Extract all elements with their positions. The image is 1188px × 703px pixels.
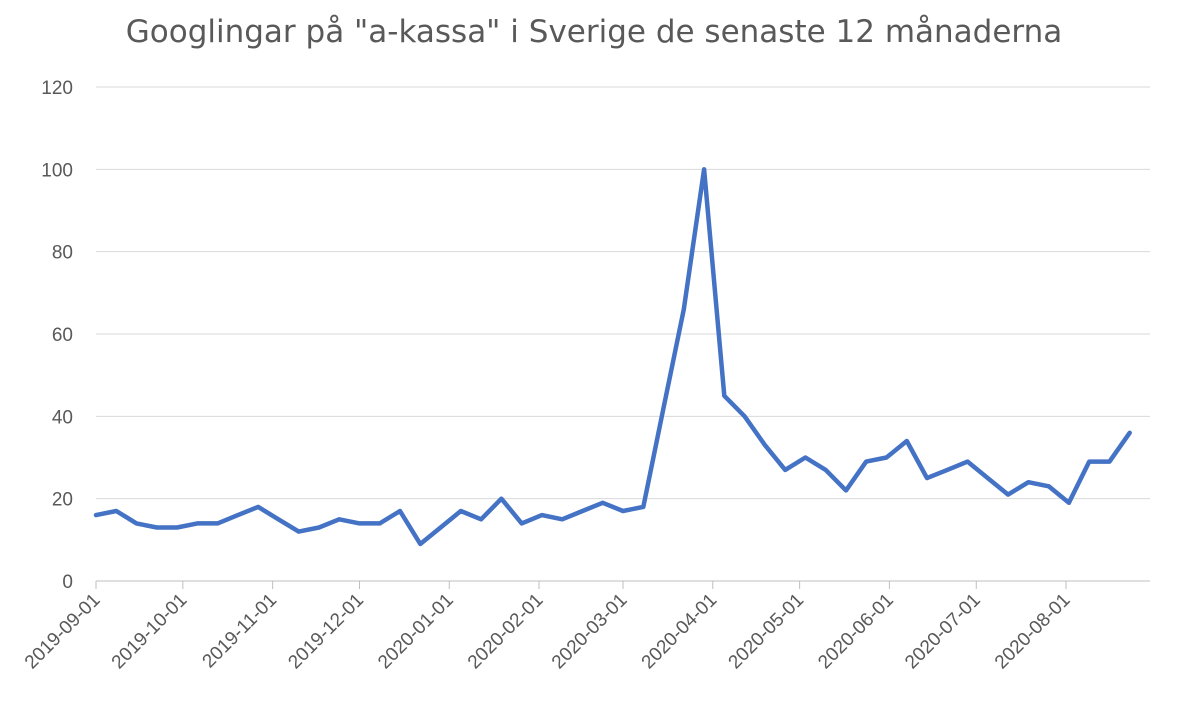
- x-tick-label: 2020-05-01: [725, 590, 809, 674]
- x-tick-label: 2020-01-01: [374, 590, 458, 674]
- y-tick-label: 80: [52, 243, 73, 264]
- x-tick-label: 2019-11-01: [199, 590, 282, 673]
- x-tick-label: 2020-02-01: [464, 590, 548, 674]
- x-tick-label: 2019-10-01: [108, 590, 192, 674]
- x-tick-label: 2020-08-01: [991, 590, 1075, 674]
- x-tick-label: 2020-04-01: [638, 590, 722, 674]
- x-tick-label: 2019-09-01: [21, 590, 105, 674]
- y-tick-label: 0: [62, 572, 73, 593]
- x-tick-label: 2020-07-01: [901, 590, 985, 674]
- y-tick-label: 20: [52, 490, 73, 511]
- y-tick-label: 100: [41, 160, 73, 181]
- x-tick-label: 2020-06-01: [814, 590, 898, 674]
- series-line: [93, 167, 1132, 547]
- x-tick-label: 2019-12-01: [284, 590, 368, 674]
- y-tick-label: 60: [52, 325, 73, 346]
- y-tick-label: 40: [52, 407, 73, 428]
- x-tick-label: 2020-03-01: [548, 590, 632, 674]
- chart-title: Googlingar på "a-kassa" i Sverige de sen…: [125, 14, 1063, 50]
- y-tick-label: 120: [41, 78, 73, 99]
